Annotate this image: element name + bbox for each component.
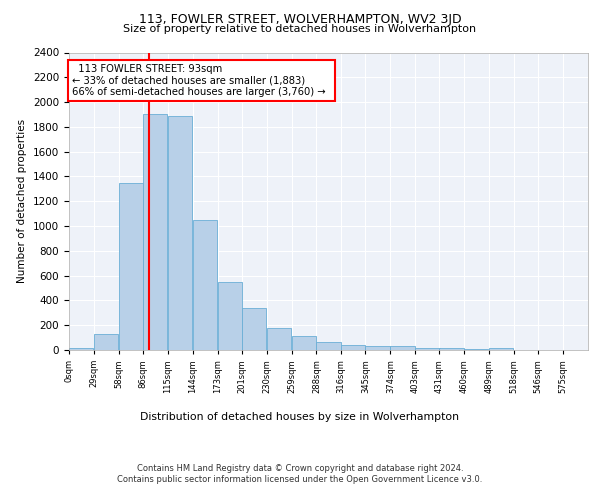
Bar	[266, 328, 291, 350]
Bar	[365, 346, 389, 350]
Text: Contains public sector information licensed under the Open Government Licence v3: Contains public sector information licen…	[118, 475, 482, 484]
Bar	[489, 348, 514, 350]
Y-axis label: Number of detached properties: Number of detached properties	[17, 119, 28, 284]
Text: 113, FOWLER STREET, WOLVERHAMPTON, WV2 3JD: 113, FOWLER STREET, WOLVERHAMPTON, WV2 3…	[139, 12, 461, 26]
Text: 113 FOWLER STREET: 93sqm
← 33% of detached houses are smaller (1,883)
66% of sem: 113 FOWLER STREET: 93sqm ← 33% of detach…	[71, 64, 331, 97]
Bar	[94, 334, 118, 350]
Bar	[193, 220, 217, 350]
Bar	[439, 348, 464, 350]
Bar	[316, 342, 341, 350]
Text: Size of property relative to detached houses in Wolverhampton: Size of property relative to detached ho…	[124, 24, 476, 34]
Bar	[391, 346, 415, 350]
Bar	[415, 348, 440, 350]
Text: Distribution of detached houses by size in Wolverhampton: Distribution of detached houses by size …	[140, 412, 460, 422]
Text: Contains HM Land Registry data © Crown copyright and database right 2024.: Contains HM Land Registry data © Crown c…	[137, 464, 463, 473]
Bar	[69, 348, 93, 350]
Bar	[143, 114, 167, 350]
Bar	[341, 345, 365, 350]
Bar	[119, 182, 143, 350]
Bar	[242, 308, 266, 350]
Bar	[292, 336, 316, 350]
Bar	[218, 282, 242, 350]
Bar	[168, 116, 192, 350]
